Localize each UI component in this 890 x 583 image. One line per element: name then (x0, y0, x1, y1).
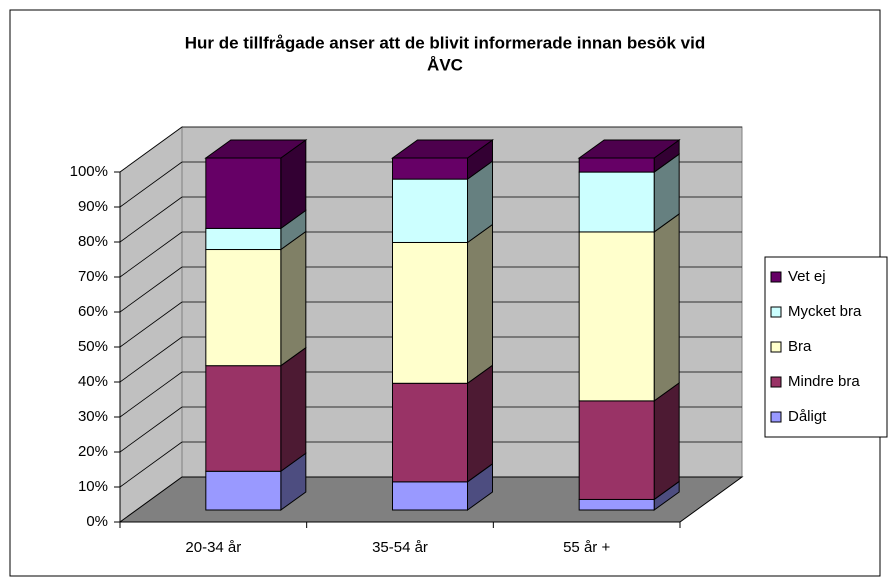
y-tick-label: 50% (78, 338, 108, 355)
bar-side (653, 212, 680, 402)
y-tick-label: 60% (78, 303, 108, 320)
legend-swatch (770, 376, 782, 388)
bar (205, 470, 282, 511)
bar-top (577, 139, 681, 159)
bar (578, 157, 655, 173)
y-tick-label: 20% (78, 443, 108, 460)
grid-line (119, 371, 183, 418)
bar (392, 481, 468, 511)
legend-label: Vet ej (788, 268, 826, 285)
grid-line (119, 301, 183, 348)
y-tick-label: 30% (78, 408, 108, 425)
legend-swatch (770, 306, 782, 318)
grid-line (119, 231, 183, 278)
grid-line (119, 161, 183, 208)
bar-top (390, 139, 495, 159)
x-tick-label: 55 år + (563, 539, 610, 556)
bar (392, 157, 468, 180)
chart-title: ÅVC (427, 55, 463, 74)
y-tick-label: 40% (78, 373, 108, 390)
bar-top (204, 139, 308, 159)
legend-label: Dåligt (788, 408, 827, 425)
legend-label: Bra (788, 338, 812, 355)
bar (205, 365, 282, 472)
grid-line (119, 126, 183, 173)
x-tick-label: 35-54 år (372, 539, 428, 556)
legend-swatch (770, 411, 782, 423)
bar (578, 231, 655, 402)
bar-side (280, 346, 307, 473)
bar (578, 171, 655, 233)
y-tick-label: 70% (78, 268, 108, 285)
y-tick-label: 0% (86, 513, 108, 530)
bar (392, 241, 468, 384)
bar (578, 498, 655, 511)
bar-side (467, 223, 493, 385)
bar-side (467, 364, 493, 483)
x-tick-label: 20-34 år (185, 539, 241, 556)
grid-line (119, 196, 183, 243)
bar (578, 400, 655, 500)
bar-side (280, 230, 307, 367)
y-tick-label: 90% (78, 198, 108, 215)
grid-line (119, 336, 183, 383)
bar (205, 157, 282, 229)
y-tick-label: 80% (78, 233, 108, 250)
legend-swatch (770, 271, 782, 283)
legend-swatch (770, 341, 782, 353)
legend-box (764, 256, 888, 438)
legend-label: Mindre bra (788, 373, 860, 390)
bar-side (653, 381, 680, 501)
grid-line (119, 266, 183, 313)
grid-line (119, 406, 183, 453)
grid-line (119, 441, 183, 488)
y-tick-label: 10% (78, 478, 108, 495)
bar (205, 249, 282, 367)
chart-title: Hur de tillfrågade anser att de blivit i… (185, 33, 706, 52)
legend-label: Mycket bra (788, 303, 862, 320)
bar (392, 178, 468, 243)
bar (392, 382, 468, 483)
bar (205, 227, 282, 251)
y-tick-label: 100% (70, 163, 108, 180)
